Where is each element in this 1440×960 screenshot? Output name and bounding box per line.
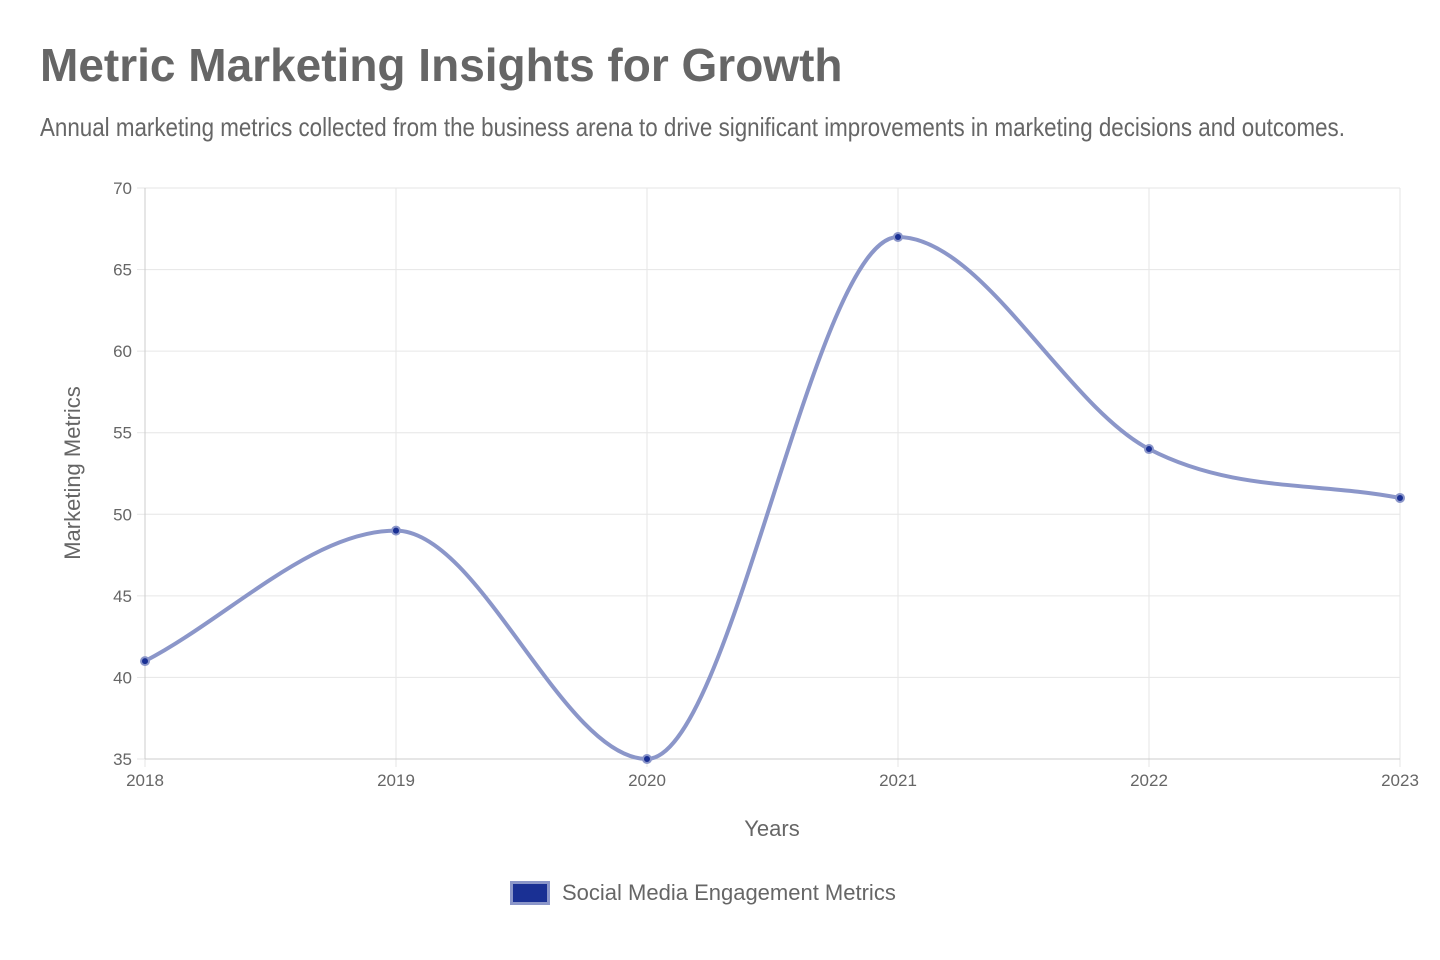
data-point[interactable] (642, 754, 652, 764)
x-tick-label: 2021 (879, 771, 917, 790)
data-point[interactable] (391, 525, 401, 536)
y-tick-label: 55 (113, 424, 132, 443)
chart-subtitle: Annual marketing metrics collected from … (40, 112, 1345, 142)
data-point[interactable] (140, 656, 150, 667)
y-tick-label: 50 (113, 505, 132, 524)
chart-title: Metric Marketing Insights for Growth (40, 39, 843, 91)
x-tick-label: 2022 (1130, 771, 1168, 790)
y-tick-label: 65 (113, 261, 132, 280)
legend-swatch[interactable] (510, 881, 550, 905)
series-line (143, 234, 1402, 761)
y-tick-label: 35 (113, 750, 132, 769)
y-tick-label: 70 (113, 179, 132, 198)
x-tick-label: 2020 (628, 771, 666, 790)
x-tick-label: 2023 (1381, 771, 1419, 790)
series-group (140, 231, 1405, 764)
data-point[interactable] (1144, 444, 1154, 455)
x-tick-label: 2018 (126, 771, 164, 790)
data-point[interactable] (893, 231, 903, 242)
y-tick-label: 60 (113, 342, 132, 361)
x-axis-title: Years (744, 816, 799, 841)
x-tick-label: 2019 (377, 771, 415, 790)
data-point[interactable] (1395, 492, 1405, 503)
y-axis-title: Marketing Metrics (60, 386, 85, 560)
y-axis-ticks: 35 40 45 50 55 60 65 70 (113, 179, 132, 769)
legend: Social Media Engagement Metrics (510, 880, 896, 906)
grid-lines (137, 187, 1401, 767)
y-tick-label: 45 (113, 587, 132, 606)
y-tick-label: 40 (113, 668, 132, 687)
x-axis-ticks: 2018 2019 2020 2021 2022 2023 (126, 771, 1419, 790)
legend-label[interactable]: Social Media Engagement Metrics (562, 880, 896, 905)
